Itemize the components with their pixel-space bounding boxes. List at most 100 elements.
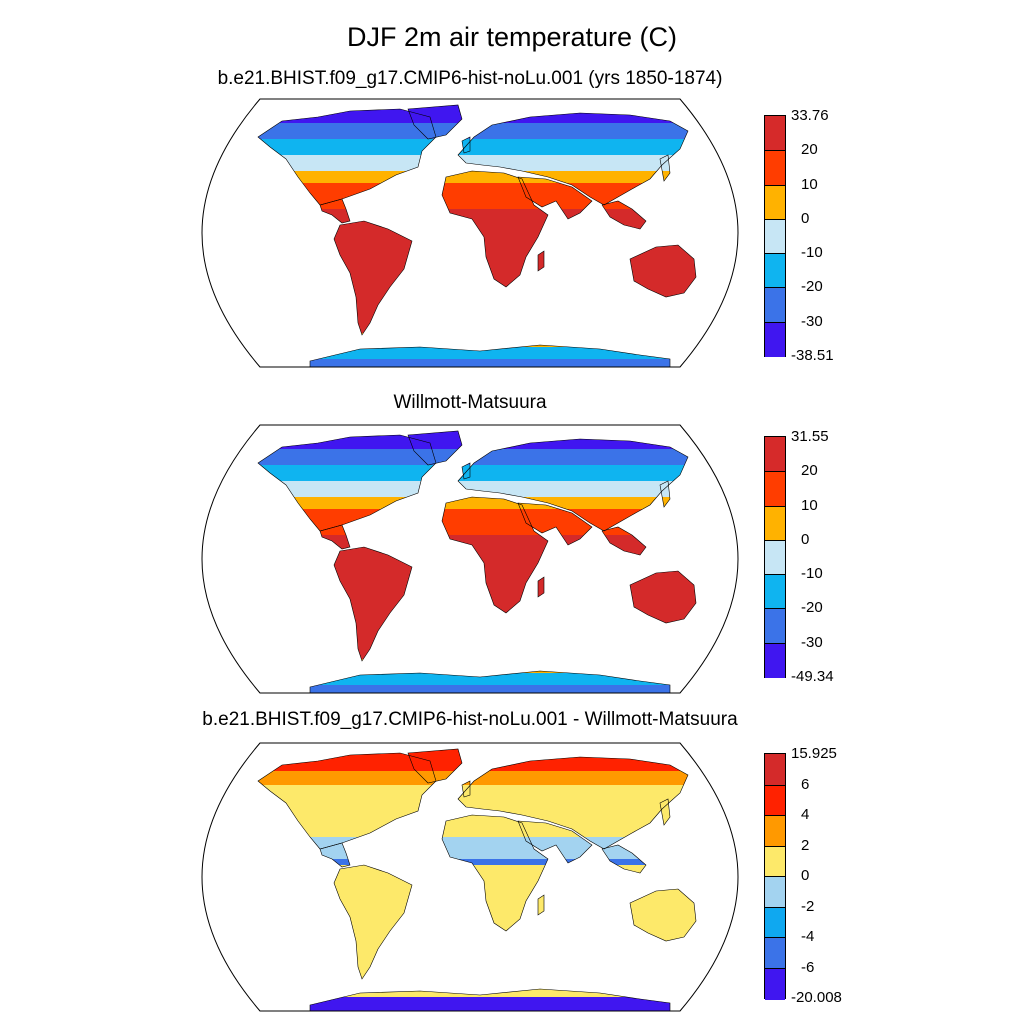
temperature-band: [258, 155, 696, 171]
coastline-greenland: [407, 430, 463, 466]
coastline-seAsia: [601, 526, 647, 556]
colorbar-segment: [765, 574, 785, 610]
temperature-band: [258, 685, 696, 693]
coastline-southAmerica: [333, 546, 413, 662]
colorbar-segment: [765, 505, 785, 542]
coastline-centralAmerica: [319, 524, 351, 550]
colorbar-label: -30: [801, 312, 823, 330]
colorbar-label: 2: [801, 836, 810, 854]
coastline-arabiaIndia: [517, 176, 593, 220]
colorbar-label: -4: [801, 928, 815, 945]
panel-3-title: b.e21.BHIST.f09_g17.CMIP6-hist-noLu.001 …: [202, 709, 738, 730]
colorbar-label: 20: [801, 462, 818, 480]
panel-2-colorbar: 31.55 20 10 0 -10 -20 -30 -49.34: [764, 428, 834, 685]
coastline-europeAsia: [457, 756, 689, 850]
colorbar-segment: [765, 218, 785, 255]
panel-1-map-svg: [201, 98, 739, 368]
coastline-europeAsia: [457, 112, 689, 206]
temperature-band: [258, 859, 696, 865]
coastline-africa: [441, 170, 549, 288]
temperature-band: [258, 347, 696, 359]
colorbar-segment: [765, 116, 785, 151]
coastline-australia: [629, 570, 697, 624]
colorbar-segment: [765, 184, 785, 221]
coastline-northAmerica: [257, 434, 437, 532]
coastline-centralAmerica: [319, 842, 351, 868]
colorbar-segment: [765, 321, 785, 358]
colorbar-label: -20.008: [791, 989, 842, 1006]
coastline-australia: [629, 888, 697, 942]
colorbar-segment: [765, 287, 785, 324]
temperature-band: [258, 359, 696, 367]
colorbar-segment: [765, 967, 785, 1000]
panel-3-colorbar: 15.925 6 4 2 0 -2 -4 -6 -20.008: [764, 745, 842, 1006]
coastline-uk: [461, 136, 471, 154]
coastline-greenland: [407, 104, 463, 140]
globe-outline: [201, 424, 739, 694]
panel-3-map: [200, 741, 740, 1013]
colorbar-segment: [765, 471, 785, 508]
colorbar-label: 0: [801, 209, 810, 227]
temperature-band: [258, 673, 696, 685]
panel-1-map: [200, 97, 740, 369]
coastline-southAmerica: [333, 864, 413, 980]
panel-1-title: b.e21.BHIST.f09_g17.CMIP6-hist-noLu.001 …: [217, 68, 723, 89]
coastline-japan: [659, 154, 671, 182]
colorbar-label: -38.51: [791, 347, 834, 364]
colorbar-label: 10: [801, 175, 818, 193]
colorbar-label: -30: [801, 633, 823, 651]
colorbar-label: 15.925: [791, 745, 837, 762]
coastline-northAmerica: [257, 752, 437, 850]
globe-outline: [201, 98, 739, 368]
colorbar-label: -20: [801, 278, 823, 296]
colorbar-segment: [765, 150, 785, 187]
colorbar-segment: [765, 815, 785, 847]
coastline-uk: [461, 780, 471, 798]
coastline-japan: [659, 798, 671, 826]
coastline-madagascar: [537, 576, 545, 598]
coastline-greenland: [407, 748, 463, 784]
colorbar-segment: [765, 539, 785, 576]
panel-2-map: [200, 423, 740, 695]
coastline-africa: [441, 496, 549, 614]
colorbar-label: -2: [801, 897, 815, 915]
panel-1-colorbar: 33.76 20 10 0 -10 -20 -30 -38.51: [764, 107, 834, 364]
colorbar-segment: [765, 642, 785, 679]
coastline-australia: [629, 244, 697, 298]
colorbar-segment: [765, 253, 785, 289]
colorbar-label: 20: [801, 141, 818, 159]
coastline-arabiaIndia: [517, 820, 593, 864]
colorbar-label: 4: [801, 806, 810, 823]
temperature-band: [258, 465, 696, 481]
globe-outline: [201, 742, 739, 1012]
coastline-seAsia: [601, 200, 647, 230]
colorbar-segment: [765, 937, 785, 969]
temperature-band: [258, 997, 696, 1011]
temperature-band: [258, 497, 696, 509]
coastline-japan: [659, 480, 671, 508]
colorbar-segment: [765, 876, 785, 908]
coastline-uk: [461, 462, 471, 480]
temperature-band: [258, 481, 696, 497]
panel-3-map-svg: [201, 742, 739, 1012]
panel-2-map-svg: [201, 424, 739, 694]
colorbar-segment: [765, 437, 785, 472]
colorbar-segment: [765, 754, 785, 785]
coastline-seAsia: [601, 844, 647, 874]
colorbar-segment: [765, 784, 785, 817]
colorbar-label: 10: [801, 496, 818, 514]
coastline-centralAmerica: [319, 198, 351, 224]
colorbar-label: -10: [801, 244, 823, 262]
colorbar-segment: [765, 845, 785, 878]
colorbar-label: -10: [801, 565, 823, 583]
colorbar-label: 31.55: [791, 428, 829, 445]
temperature-band: [258, 139, 696, 155]
figure-title: DJF 2m air temperature (C): [346, 22, 678, 52]
colorbar-label: -20: [801, 599, 823, 617]
panel-2-title: Willmott-Matsuura: [393, 392, 547, 413]
colorbar-label: 0: [801, 530, 810, 548]
colorbar-segment: [765, 608, 785, 645]
colorbar-label: -6: [801, 958, 815, 976]
colorbar-segment: [765, 906, 785, 939]
colorbar-label: -49.34: [791, 668, 834, 685]
